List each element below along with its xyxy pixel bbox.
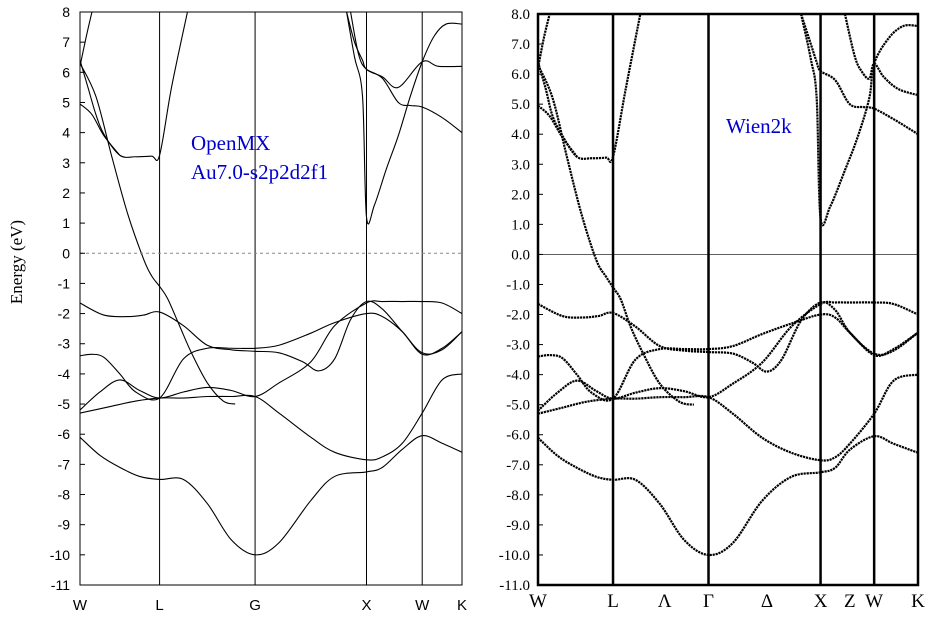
openmx-y-tick-label: -4 — [58, 366, 71, 382]
openmx-y-tick-label: 5 — [62, 94, 70, 110]
openmx-band-line — [80, 373, 462, 461]
openmx-y-tick-label: -6 — [58, 426, 71, 442]
openmx-y-tick-label: -1 — [58, 275, 71, 291]
wien2k-y-tick-label: -9.0 — [506, 518, 530, 534]
wien2k-y-tick-label: -5.0 — [506, 398, 530, 414]
wien2k-y-tick-label: 0.0 — [511, 247, 530, 263]
openmx-x-tick-label: W — [73, 597, 88, 614]
openmx-band-line — [346, 12, 462, 225]
openmx-y-tick-label: -10 — [50, 547, 70, 563]
wien2k-x-tick-label: Δ — [761, 591, 773, 612]
openmx-y-tick-label: -7 — [58, 456, 71, 472]
openmx-label: OpenMX — [191, 131, 270, 155]
wien2k-y-tick-label: 7.0 — [511, 37, 530, 53]
openmx-y-tick-label: -9 — [58, 517, 71, 533]
openmx-band-line — [80, 300, 462, 411]
openmx-bands — [80, 12, 462, 556]
openmx-y-tick-label: 1 — [62, 215, 70, 231]
wien2k-band-line — [538, 301, 918, 373]
wien2k-x-tick-label: W — [865, 591, 883, 612]
openmx-y-tick-label: 3 — [62, 155, 70, 171]
wien2k-y-tick-label: -10.0 — [499, 548, 530, 564]
wien2k-y-tick-label: 4.0 — [511, 127, 530, 143]
wien2k-plot-frame — [536, 12, 920, 587]
wien2k-high-symmetry-lines — [611, 14, 876, 585]
openmx-band-line — [350, 12, 462, 89]
openmx-y-tick-label: 7 — [62, 34, 70, 50]
openmx-x-tick-label: W — [415, 597, 430, 614]
wien2k-band-line — [538, 104, 578, 158]
wien2k-x-tick-label: X — [814, 591, 828, 612]
wien2k-y-tick-label: -3.0 — [506, 338, 530, 354]
wien2k-x-tick-label: L — [607, 591, 619, 612]
wien2k-label: Wien2k — [726, 114, 792, 138]
wien2k-band-line — [538, 14, 551, 69]
openmx-band-line — [80, 103, 121, 156]
openmx-band-panel: 8 7 6 5 4 3 2 1 0 -1 -2 -3 -4 -5 -6 -7 -8 -9 -10 -11 W L G X W K… — [7, 4, 467, 614]
openmx-y-tick-label: -3 — [58, 336, 71, 352]
wien2k-band-line — [538, 373, 918, 462]
wien2k-x-tick-label: K — [911, 591, 925, 612]
openmx-band-line — [80, 12, 93, 67]
openmx-y-tick-label: 0 — [62, 245, 70, 261]
openmx-plot-frame — [79, 11, 463, 586]
wien2k-band-line — [800, 14, 918, 227]
wien2k-band-line — [800, 14, 918, 136]
openmx-x-tick-label: L — [155, 597, 163, 614]
openmx-band-line — [346, 12, 462, 134]
wien2k-y-tick-label: -4.0 — [506, 368, 530, 384]
wien2k-y-tick-label: -1.0 — [506, 277, 530, 293]
openmx-band-line — [80, 63, 236, 405]
wien2k-y-tick-labels: 8.0 7.0 6.0 5.0 4.0 3.0 2.0 1.0 0.0 -1.0 -2.0 -3.0 -… — [499, 7, 543, 594]
wien2k-x-tick-label: Γ — [703, 591, 714, 612]
openmx-high-symmetry-lines — [159, 12, 423, 585]
wien2k-y-tick-label: 8.0 — [511, 7, 530, 23]
wien2k-y-tick-label: 5.0 — [511, 97, 530, 113]
openmx-y-tick-label: -11 — [51, 577, 70, 593]
openmx-y-tick-label: 2 — [62, 185, 70, 201]
openmx-x-tick-label: X — [361, 597, 371, 614]
openmx-y-tick-label: 6 — [62, 64, 70, 80]
wien2k-band-panel: 8.0 7.0 6.0 5.0 4.0 3.0 2.0 1.0 0.0 -1.0 -2.0 -3.0 -… — [499, 7, 925, 612]
wien2k-y-tick-label: 3.0 — [511, 157, 530, 173]
wien2k-y-tick-label: -2.0 — [506, 308, 530, 324]
openmx-y-tick-label: -5 — [58, 396, 71, 412]
wien2k-y-tick-label: -11.0 — [499, 578, 530, 594]
openmx-y-tick-label: 8 — [62, 4, 70, 20]
wien2k-x-tick-label: Λ — [658, 591, 672, 612]
wien2k-y-tick-label: 6.0 — [511, 67, 530, 83]
wien2k-band-line — [538, 64, 695, 406]
openmx-y-tick-labels: 8 7 6 5 4 3 2 1 0 -1 -2 -3 -4 -5 -6 -7 -8 -9 -10 -11 — [50, 4, 85, 593]
openmx-y-tick-label: 4 — [62, 125, 70, 141]
openmx-basis-label: Au7.0-s2p2d2f1 — [191, 160, 328, 184]
openmx-y-tick-label: -2 — [58, 306, 71, 322]
openmx-x-tick-label: G — [249, 597, 261, 614]
wien2k-y-tick-label: 1.0 — [511, 217, 530, 233]
wien2k-band-line — [538, 435, 918, 557]
wien2k-band-line — [538, 313, 918, 402]
wien2k-x-tick-label: W — [529, 591, 547, 612]
wien2k-y-tick-label: 2.0 — [511, 187, 530, 203]
wien2k-y-tick-label: -7.0 — [506, 458, 530, 474]
wien2k-bands — [538, 14, 918, 557]
openmx-band-line — [80, 300, 462, 372]
openmx-y-axis-label: Energy (eV) — [7, 220, 26, 304]
wien2k-band-line — [538, 300, 918, 412]
openmx-x-tick-label: K — [457, 597, 467, 614]
openmx-band-line — [80, 12, 188, 162]
openmx-band-line — [80, 435, 462, 556]
wien2k-y-tick-label: -8.0 — [506, 488, 530, 504]
openmx-band-line — [80, 312, 462, 401]
openmx-y-tick-label: -8 — [58, 487, 71, 503]
wien2k-band-line — [843, 14, 918, 97]
wien2k-band-line — [538, 14, 642, 164]
wien2k-y-tick-label: -6.0 — [506, 428, 530, 444]
wien2k-x-tick-label: Z — [844, 591, 856, 612]
